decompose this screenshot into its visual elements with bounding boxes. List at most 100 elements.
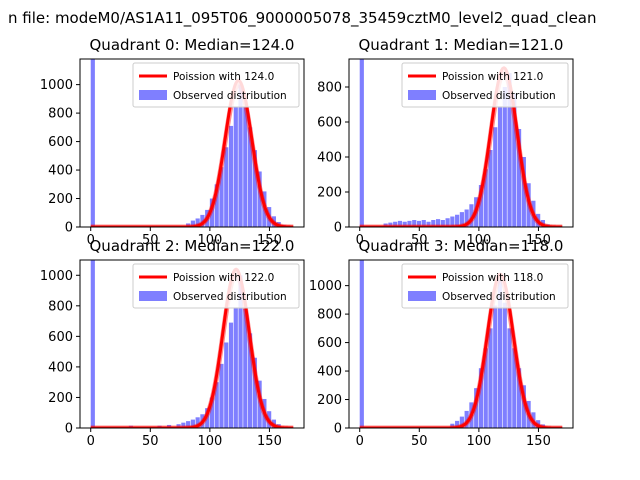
histogram-bar	[493, 305, 498, 428]
histogram-bar	[228, 322, 234, 428]
x-tick-label: 150	[257, 434, 282, 449]
y-tick-label: 200	[48, 391, 73, 406]
histogram-bar	[459, 416, 464, 428]
histogram-bar	[209, 198, 215, 227]
histogram-bar	[426, 221, 431, 227]
legend-observed-label: Observed distribution	[173, 90, 287, 102]
histogram-bar	[517, 129, 522, 227]
y-tick-label: 600	[317, 116, 342, 131]
y-tick-label: 0	[334, 422, 342, 437]
histogram-bar	[238, 84, 243, 227]
histogram-bar	[521, 385, 526, 428]
histogram-bar	[483, 348, 488, 428]
histogram-bar	[224, 342, 229, 428]
poisson-curve	[359, 272, 563, 428]
histogram-bar	[397, 220, 403, 227]
histogram-bar	[248, 333, 253, 428]
legend-poisson-label: Poission with 124.0	[173, 71, 274, 83]
quadrant-0-title: Quadrant 0: Median=124.0	[90, 36, 295, 54]
histogram-bar	[464, 410, 469, 428]
histogram-bar	[233, 307, 238, 428]
quadrant-1-title: Quadrant 1: Median=121.0	[359, 36, 564, 54]
histogram-bar	[440, 220, 445, 227]
y-tick-label: 200	[317, 186, 342, 201]
y-tick-label: 400	[48, 360, 73, 375]
histogram-bar	[252, 150, 257, 227]
histogram-bar	[90, 260, 95, 428]
histogram-bar	[248, 127, 253, 227]
x-tick-label: 50	[142, 434, 159, 449]
quadrant-1-chart: 0 50 100 150 0 200 400 600 800 Quadrant 1: Median…	[317, 36, 574, 248]
quadrant-2-plot-area	[89, 260, 295, 428]
y-tick-label: 600	[48, 135, 73, 150]
x-tick-label: 150	[526, 233, 551, 248]
histogram-bar	[474, 388, 479, 428]
histogram-bar	[502, 302, 507, 428]
histogram-bar	[507, 73, 512, 227]
x-tick-label: 150	[257, 233, 282, 248]
histogram-bar	[497, 106, 503, 227]
histogram-bar	[383, 223, 388, 227]
histogram-bar	[238, 275, 243, 428]
quadrant-2-title: Quadrant 2: Median=122.0	[90, 237, 295, 255]
quadrant-1-plot-area	[358, 59, 564, 227]
histogram-bar	[195, 218, 200, 227]
histogram-bar	[512, 348, 517, 428]
histogram-bar	[459, 212, 464, 227]
histogram-bar	[507, 328, 512, 428]
y-tick-label: 200	[317, 393, 342, 408]
quadrant-3-title: Quadrant 3: Median=118.0	[359, 237, 564, 255]
poisson-curve	[359, 66, 563, 227]
histogram-bar	[512, 94, 517, 227]
histogram-bar	[421, 220, 426, 227]
y-tick-label: 400	[317, 365, 342, 380]
legend: Poission with 122.0 Observed distribution	[132, 263, 300, 309]
histogram-bar	[186, 223, 191, 227]
histogram-bar	[90, 59, 95, 227]
x-tick-label: 150	[526, 434, 551, 449]
quadrant-0-chart: 0 50 100 150 0 200 400 600 800 1000 Quadrant 0: Me…	[40, 36, 305, 248]
histogram-bar	[478, 185, 484, 227]
legend: Poission with 124.0 Observed distribution	[132, 62, 300, 108]
histogram-bar	[257, 171, 262, 227]
histogram-bar	[435, 219, 441, 227]
quadrant-0-plot-area	[89, 59, 295, 227]
x-tick-label: 0	[87, 434, 95, 449]
x-tick-label: 50	[142, 233, 159, 248]
y-tick-label: 600	[48, 330, 73, 345]
y-tick-label: 0	[65, 221, 73, 236]
histogram-bar	[243, 308, 248, 428]
x-tick-label: 0	[356, 233, 364, 248]
histogram-bar	[416, 220, 422, 227]
histogram-bar	[455, 214, 460, 227]
quadrant-3-chart: 0 50 100 150 0 200 400 600 800 1000 Quadrant 3: Me…	[309, 237, 574, 449]
axes-frame	[348, 259, 574, 429]
legend-box	[401, 62, 569, 108]
histogram-bar	[233, 106, 238, 227]
x-tick-label: 50	[411, 233, 428, 248]
legend-observed-label: Observed distribution	[173, 291, 287, 303]
axes-frame	[79, 259, 305, 429]
histogram-bar	[200, 214, 205, 227]
legend-poisson-label: Poission with 122.0	[173, 272, 274, 284]
histogram-bar	[412, 220, 417, 227]
histogram-bar	[219, 167, 224, 227]
quadrant-2-chart: 0 50 100 150 0 200 400 600 800 1000 Quadrant 2: Me…	[40, 237, 305, 449]
histogram-bar	[478, 368, 484, 428]
x-tick-label: 100	[466, 434, 491, 449]
histogram-bar	[402, 221, 407, 227]
legend-observed-swatch	[139, 90, 167, 100]
histogram-bar	[488, 150, 493, 227]
x-tick-label: 0	[356, 434, 364, 449]
histogram-bar	[493, 127, 498, 227]
legend-box	[132, 263, 300, 309]
histogram-bar	[219, 363, 224, 428]
histogram-bar	[190, 419, 195, 428]
histogram-bar	[497, 279, 503, 428]
histogram-bar	[450, 216, 455, 227]
y-tick-label: 800	[48, 299, 73, 314]
y-tick-label: 0	[334, 221, 342, 236]
histogram-bar	[252, 357, 257, 428]
histogram-bar	[214, 382, 219, 428]
